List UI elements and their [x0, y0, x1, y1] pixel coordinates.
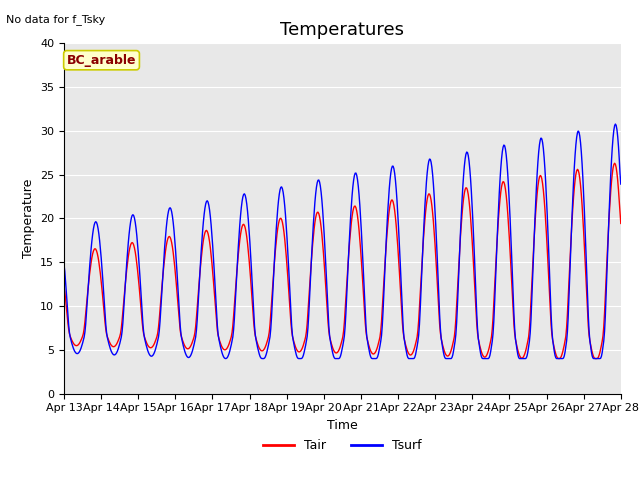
Tsurf	[428, 159, 435, 165]
Tair	[127, 240, 135, 246]
Tsurf	[411, 354, 419, 360]
Title: Temperatures: Temperatures	[280, 21, 404, 39]
Tair	[591, 356, 599, 361]
Tsurf	[617, 181, 625, 187]
Tsurf	[612, 121, 620, 127]
Tsurf	[259, 356, 266, 361]
Y-axis label: Temperature: Temperature	[22, 179, 35, 258]
Tair	[410, 347, 418, 352]
Text: BC_arable: BC_arable	[67, 54, 136, 67]
X-axis label: Time: Time	[327, 419, 358, 432]
Tair	[611, 160, 618, 166]
Tsurf	[60, 262, 68, 267]
Line: Tair: Tair	[64, 163, 621, 359]
Tair	[617, 220, 625, 226]
Tsurf	[127, 215, 135, 221]
Tair	[60, 284, 68, 289]
Text: No data for f_Tsky: No data for f_Tsky	[6, 14, 106, 25]
Tair	[214, 327, 221, 333]
Line: Tsurf: Tsurf	[64, 124, 621, 359]
Legend: Tair, Tsurf: Tair, Tsurf	[258, 434, 427, 457]
Tsurf	[214, 323, 221, 328]
Tair	[426, 193, 434, 199]
Tsurf	[184, 354, 192, 360]
Tair	[184, 346, 192, 352]
Tsurf	[70, 347, 78, 353]
Tair	[70, 341, 78, 347]
